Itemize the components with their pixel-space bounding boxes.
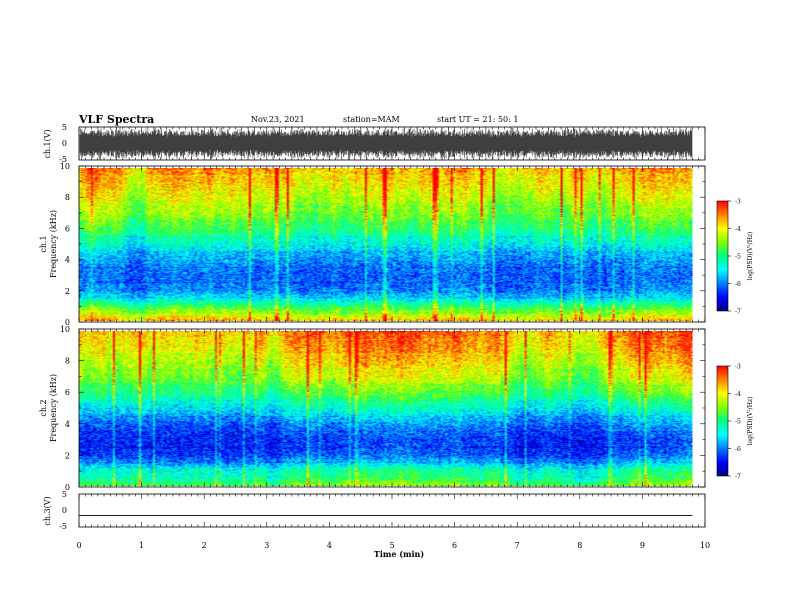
ch2-colorbar-tick-label: -7 <box>735 474 741 481</box>
ch1-spectrogram-yticks: 0 2 4 6 8 10 <box>60 162 705 327</box>
ch1-spectrogram-ylabel-channel: ch.1 <box>39 235 48 252</box>
time-tick-label: 10 <box>700 541 710 550</box>
ch1-waveform-ticks <box>78 127 706 160</box>
ch2-colorbar-label: log(PSD)(V²/Hz) <box>747 397 754 446</box>
ch1-waveform-panel: 5 0 -5 ch.1(V) <box>43 123 706 164</box>
ch1-colorbar-tick-label: -3 <box>735 199 741 206</box>
ch2-spectrogram-ticks <box>78 329 706 487</box>
ch3-waveform-panel: 5 0 -5 ch.3(V) <box>43 490 706 531</box>
ch2-colorbar-tick-label: -6 <box>735 446 741 453</box>
time-tick-label: 1 <box>139 541 144 550</box>
ch2-spectrogram-ytick-label: 6 <box>65 388 70 397</box>
time-tick-label: 0 <box>76 541 81 550</box>
time-tick-label: 2 <box>202 541 207 550</box>
time-axis-tick-labels: 0 1 2 3 4 5 6 7 8 9 10 <box>76 541 710 550</box>
ch3-ytick-5: 5 <box>62 490 67 499</box>
ch1-colorbar-ticks: -3 -4 -5 -6 -7 <box>728 199 741 316</box>
ch1-ytick-5: 5 <box>62 123 67 132</box>
ch3-waveform-ylabel: ch.3(V) <box>43 496 52 525</box>
time-tick-label: 4 <box>327 541 332 550</box>
ch1-spectrogram-ticks <box>78 166 706 322</box>
ch2-spectrogram-ytick-label: 2 <box>65 451 70 460</box>
ch2-spectrogram-ylabel-channel: ch.2 <box>39 399 48 416</box>
time-tick-label: 8 <box>577 541 582 550</box>
time-tick-label: 6 <box>452 541 457 550</box>
ch1-spectrogram-ytick-label: 2 <box>65 287 70 296</box>
time-tick-label: 7 <box>515 541 520 550</box>
ch1-spectrogram-ytick-label: 10 <box>60 162 70 171</box>
ch1-spectrogram-ylabel-frequency: Frequency (kHz) <box>49 210 58 278</box>
ch1-colorbar-scale <box>716 200 729 312</box>
ch2-colorbar-tick-label: -5 <box>735 419 741 426</box>
station-label: station=MAM <box>343 115 400 124</box>
ch1-colorbar-tick-label: -6 <box>735 281 741 288</box>
ch1-colorbar-label: log(PSD)(V²/Hz) <box>747 232 754 281</box>
ch2-colorbar-tick-label: -4 <box>735 391 741 398</box>
ch1-colorbar-tick-label: -7 <box>735 309 741 316</box>
ch2-colorbar-scale <box>716 365 729 477</box>
ch1-ytick-neg5: -5 <box>59 155 67 164</box>
ch2-spectrogram-yticks: 0 2 4 6 8 10 <box>60 325 705 492</box>
ch1-colorbar: -3 -4 -5 -6 -7 log(PSD)(V²/Hz) <box>716 199 754 316</box>
ch2-spectrogram-panel: 0 2 4 6 8 10 ch.2 Frequency (kHz) <box>39 325 706 492</box>
ch2-colorbar: -3 -4 -5 -6 -7 log(PSD)(V²/Hz) <box>716 364 754 481</box>
ch3-ytick-0: 0 <box>62 506 67 515</box>
ch3-ytick-neg5: -5 <box>59 522 67 531</box>
ch1-waveform-trace <box>79 127 693 160</box>
ch2-colorbar-tick-label: -3 <box>735 364 741 371</box>
date-label: Nov.23, 2021 <box>251 115 305 124</box>
ch2-spectrogram-image <box>79 331 693 486</box>
ch1-ytick-0: 0 <box>62 139 67 148</box>
ch2-colorbar-ticks: -3 -4 -5 -6 -7 <box>728 364 741 481</box>
time-tick-label: 3 <box>264 541 269 550</box>
ch3-waveform-frame <box>78 493 706 528</box>
ch2-spectrogram-ytick-label: 10 <box>60 325 70 334</box>
ch1-spectrogram-ytick-label: 4 <box>65 256 70 265</box>
ch1-spectrogram-ytick-label: 8 <box>65 193 70 202</box>
time-tick-label: 9 <box>640 541 645 550</box>
ch1-colorbar-tick-label: -5 <box>735 254 741 261</box>
ch2-spectrogram-ylabel-frequency: Frequency (kHz) <box>49 374 58 442</box>
ch1-waveform-ylabel: ch.1(V) <box>43 129 52 158</box>
ch2-spectrogram-ytick-label: 0 <box>65 483 70 492</box>
ch1-spectrogram-ytick-label: 0 <box>65 318 70 327</box>
ch3-waveform-ticks <box>78 494 706 527</box>
ch1-spectrogram-image <box>79 168 693 321</box>
ch1-spectrogram-panel: 0 2 4 6 8 10 ch.1 Frequency (kHz) <box>39 162 706 327</box>
ch2-spectrogram-ytick-label: 8 <box>65 357 70 366</box>
ch1-waveform-path <box>79 127 693 160</box>
time-tick-label: 5 <box>389 541 394 550</box>
figure-title: VLF Spectra <box>78 113 154 126</box>
time-axis-label: Time (min) <box>374 549 424 559</box>
ch2-spectrogram-ytick-label: 4 <box>65 420 70 429</box>
ch1-spectrogram-ytick-label: 6 <box>65 224 70 233</box>
ch1-colorbar-tick-label: -4 <box>735 226 741 233</box>
start-time-label: start UT = 21: 50: 1 <box>437 115 518 124</box>
